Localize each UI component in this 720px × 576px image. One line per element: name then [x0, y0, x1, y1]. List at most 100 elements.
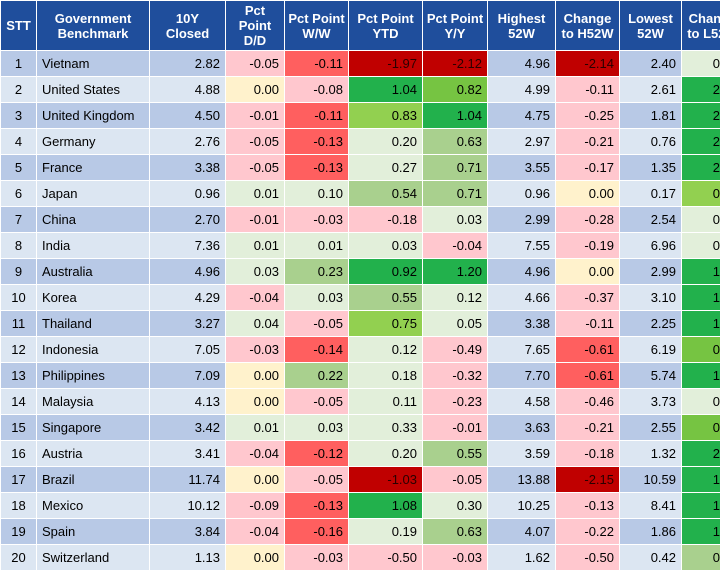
cell-lowest-52w: 6.96	[619, 232, 682, 259]
cell-change-to-h52w: -0.17	[555, 154, 620, 181]
cell-lowest-52w: 2.54	[619, 206, 682, 233]
cell-pct-point-dd: -0.04	[225, 284, 285, 311]
cell-stt: 16	[0, 440, 37, 467]
cell-pct-point-yy: 0.71	[422, 180, 488, 207]
cell-highest-52w: 13.88	[487, 466, 556, 493]
cell-pct-point-ww: 0.03	[284, 414, 349, 441]
cell-pct-point-yy: -0.05	[422, 466, 488, 493]
cell-change-to-l52w: 0.71	[681, 544, 720, 571]
cell-benchmark: Malaysia	[36, 388, 150, 415]
cell-pct-point-ww: -0.05	[284, 466, 349, 493]
cell-lowest-52w: 1.32	[619, 440, 682, 467]
cell-pct-point-ytd: 0.20	[348, 440, 423, 467]
cell-benchmark: Australia	[36, 258, 150, 285]
table-row: 19 Spain 3.84 -0.04 -0.16 0.19 0.63 4.07 -0.22 1.…	[0, 518, 720, 545]
cell-lowest-52w: 2.25	[619, 310, 682, 337]
cell-stt: 2	[0, 76, 37, 103]
cell-ten-year-closed: 4.50	[149, 102, 226, 129]
cell-lowest-52w: 3.73	[619, 388, 682, 415]
cell-pct-point-ww: 0.03	[284, 284, 349, 311]
cell-change-to-h52w: -0.50	[555, 544, 620, 571]
cell-benchmark: Switzerland	[36, 544, 150, 571]
cell-change-to-l52w: 1.02	[681, 310, 720, 337]
cell-pct-point-yy: 0.63	[422, 128, 488, 155]
cell-stt: 8	[0, 232, 37, 259]
cell-pct-point-ytd: -1.03	[348, 466, 423, 493]
cell-benchmark: Austria	[36, 440, 150, 467]
cell-ten-year-closed: 7.36	[149, 232, 226, 259]
cell-pct-point-ytd: 1.04	[348, 76, 423, 103]
table-body: 1 Vietnam 2.82 -0.05 -0.11 -1.97 -2.12 4.96 -2.1…	[0, 50, 720, 571]
cell-ten-year-closed: 3.27	[149, 310, 226, 337]
cell-highest-52w: 4.58	[487, 388, 556, 415]
cell-pct-point-yy: -0.03	[422, 544, 488, 571]
cell-change-to-h52w: -2.14	[555, 50, 620, 77]
cell-pct-point-ww: -0.11	[284, 50, 349, 77]
cell-ten-year-closed: 10.12	[149, 492, 226, 519]
column-header-pct-point-yy: Pct Point Y/Y	[422, 0, 488, 51]
cell-pct-point-yy: -0.23	[422, 388, 488, 415]
table-row: 6Japan0.960.010.100.540.710.960.000.170.…	[0, 180, 720, 207]
cell-stt: 6	[0, 180, 37, 207]
cell-pct-point-yy: 1.04	[422, 102, 488, 129]
table-row: 8 India 7.36 0.01 0.01 0.03 -0.04 7.55 -0.19 6.96…	[0, 232, 720, 259]
cell-pct-point-ytd: 0.03	[348, 232, 423, 259]
cell-ten-year-closed: 2.76	[149, 128, 226, 155]
cell-highest-52w: 0.96	[487, 180, 556, 207]
cell-pct-point-dd: 0.01	[225, 414, 285, 441]
table-row: 10 Korea 4.29 -0.04 0.03 0.55 0.12 4.66 -0.37 3.1…	[0, 284, 720, 311]
cell-change-to-h52w: -0.19	[555, 232, 620, 259]
cell-benchmark: Mexico	[36, 492, 150, 519]
cell-pct-point-ww: 0.10	[284, 180, 349, 207]
cell-change-to-l52w: 0.87	[681, 414, 720, 441]
cell-change-to-l52w: 0.86	[681, 336, 720, 363]
cell-pct-point-ytd: 0.20	[348, 128, 423, 155]
cell-pct-point-yy: 0.71	[422, 154, 488, 181]
cell-pct-point-ww: -0.12	[284, 440, 349, 467]
cell-stt: 1	[0, 50, 37, 77]
cell-stt: 3	[0, 102, 37, 129]
cell-stt: 18	[0, 492, 37, 519]
cell-highest-52w: 4.99	[487, 76, 556, 103]
cell-change-to-h52w: -0.25	[555, 102, 620, 129]
cell-stt: 20	[0, 544, 37, 571]
cell-stt: 14	[0, 388, 37, 415]
cell-pct-point-yy: -0.32	[422, 362, 488, 389]
cell-stt: 11	[0, 310, 37, 337]
cell-change-to-l52w: 0.39	[681, 388, 720, 415]
column-header-change-to-l52w: Change to L52W	[681, 0, 720, 51]
cell-change-to-h52w: -0.46	[555, 388, 620, 415]
column-header-change-to-h52w: Change to H52W	[555, 0, 620, 51]
cell-stt: 4	[0, 128, 37, 155]
cell-pct-point-ww: -0.03	[284, 544, 349, 571]
cell-ten-year-closed: 2.82	[149, 50, 226, 77]
cell-pct-point-ww: -0.03	[284, 206, 349, 233]
cell-stt: 5	[0, 154, 37, 181]
cell-ten-year-closed: 4.13	[149, 388, 226, 415]
cell-pct-point-ww: -0.14	[284, 336, 349, 363]
cell-benchmark: Brazil	[36, 466, 150, 493]
column-header-lowest-52w: Lowest 52W	[619, 0, 682, 51]
table-row: 7 China 2.70 -0.01 -0.03 -0.18 0.03 2.99 -0.28 2.…	[0, 206, 720, 233]
cell-change-to-l52w: 2.04	[681, 154, 720, 181]
cell-benchmark: Singapore	[36, 414, 150, 441]
cell-change-to-l52w: 1.99	[681, 518, 720, 545]
cell-change-to-h52w: -0.61	[555, 362, 620, 389]
cell-change-to-h52w: -0.13	[555, 492, 620, 519]
cell-pct-point-ww: -0.11	[284, 102, 349, 129]
cell-pct-point-ytd: 0.54	[348, 180, 423, 207]
cell-change-to-l52w: 0.79	[681, 180, 720, 207]
table-row: 5 France 3.38 -0.05 -0.13 0.27 0.71 3.55 -0.17 1.…	[0, 154, 720, 181]
cell-benchmark: Spain	[36, 518, 150, 545]
cell-change-to-l52w: 0.16	[681, 206, 720, 233]
cell-change-to-h52w: -0.22	[555, 518, 620, 545]
cell-pct-point-dd: -0.03	[225, 336, 285, 363]
table-row: 17 Brazil 11.74 0.00 -0.05 -1.03 -0.05 13.88 -2.…	[0, 466, 720, 493]
cell-highest-52w: 2.99	[487, 206, 556, 233]
cell-change-to-h52w: -2.15	[555, 466, 620, 493]
cell-pct-point-dd: -0.05	[225, 50, 285, 77]
cell-ten-year-closed: 11.74	[149, 466, 226, 493]
cell-change-to-l52w: 0.40	[681, 232, 720, 259]
cell-lowest-52w: 0.17	[619, 180, 682, 207]
